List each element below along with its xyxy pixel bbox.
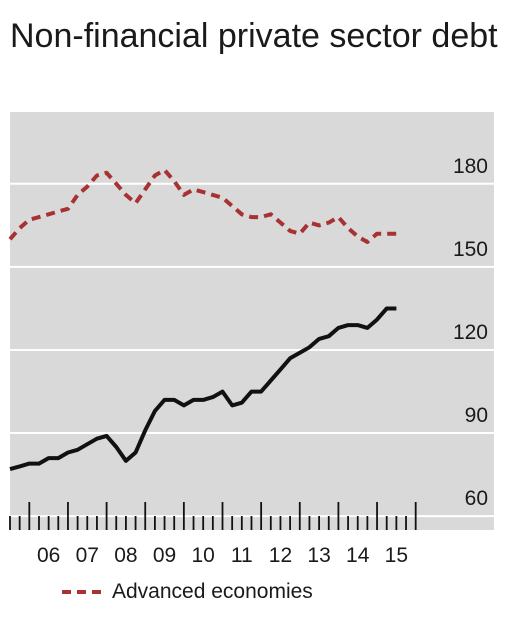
y-tick-label: 150 <box>453 238 488 261</box>
y-tick-label: 120 <box>453 321 488 344</box>
series-lines <box>8 168 397 472</box>
y-tick-label: 60 <box>465 487 488 510</box>
x-tick-label: 10 <box>192 544 215 567</box>
legend: Advanced economies <box>62 580 313 603</box>
series-line-advanced-economies <box>8 168 397 244</box>
legend-label: Advanced economies <box>112 580 313 603</box>
x-tick-label: 13 <box>307 544 330 567</box>
x-axis-ticks <box>9 502 417 530</box>
x-axis-tick-labels: 06 07 08 09 10 11 12 13 14 15 <box>37 544 408 567</box>
x-tick-label: 07 <box>76 544 99 567</box>
y-axis-tick-labels: 60 90 120 150 180 <box>453 155 488 510</box>
gridlines <box>10 182 494 518</box>
x-tick-label: 12 <box>269 544 292 567</box>
x-tick-label: 06 <box>37 544 60 567</box>
x-tick-label: 08 <box>114 544 137 567</box>
series-line-unlabeled <box>9 306 397 472</box>
chart-title: Non-financial private sector debt <box>10 17 498 55</box>
x-tick-label: 11 <box>231 544 253 567</box>
y-tick-label: 180 <box>453 155 488 178</box>
x-tick-label: 09 <box>153 544 176 567</box>
x-tick-label: 15 <box>385 544 408 567</box>
plot-background <box>10 112 494 530</box>
y-tick-label: 90 <box>465 404 488 427</box>
x-tick-label: 14 <box>346 544 370 567</box>
